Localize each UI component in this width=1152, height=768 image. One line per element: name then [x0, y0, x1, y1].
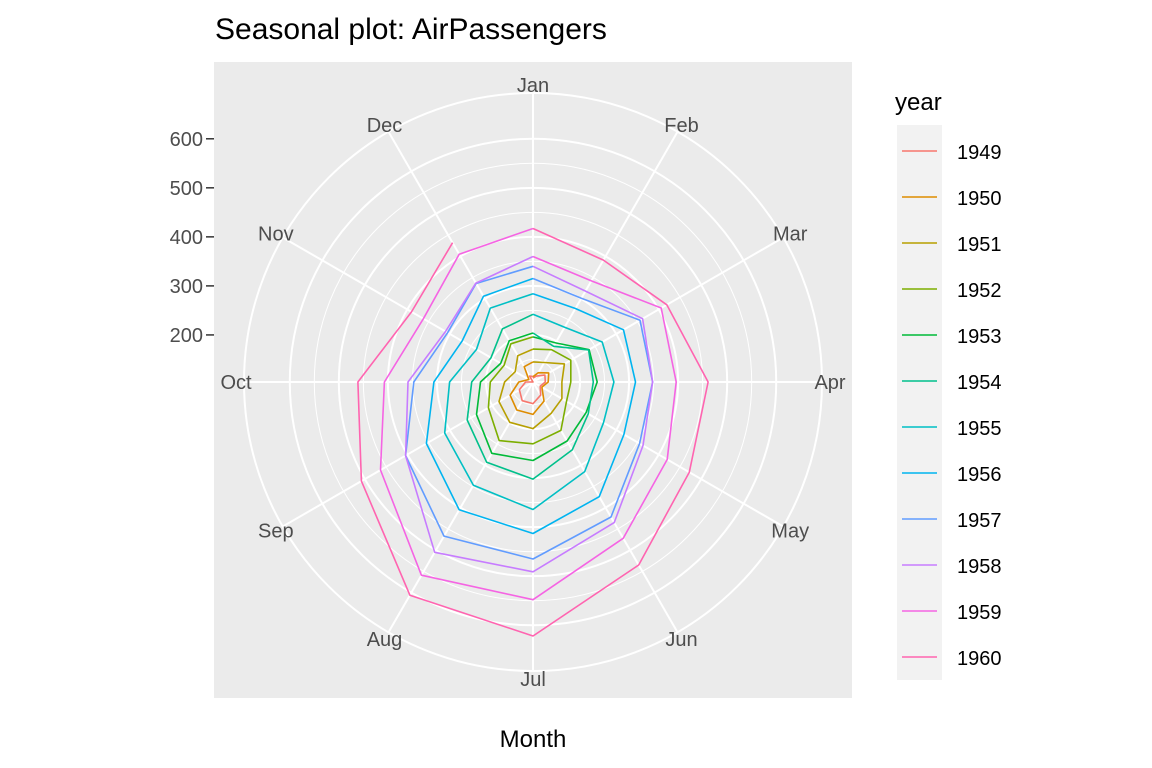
- radial-tick-label: 600: [170, 129, 203, 151]
- legend-label: 1957: [957, 510, 1002, 532]
- month-label: Nov: [258, 224, 294, 246]
- series-line-1957: [404, 265, 654, 560]
- month-label: Jul: [520, 669, 546, 691]
- series-line-1950: [509, 361, 550, 416]
- legend-label: 1958: [957, 556, 1002, 578]
- series-line-1952: [487, 336, 572, 445]
- legend-title: year: [895, 89, 942, 116]
- series-line-1960: [357, 227, 709, 637]
- legend-label: 1950: [957, 188, 1002, 210]
- month-label: Jan: [517, 75, 549, 97]
- grid-spoke: [532, 381, 784, 528]
- legend-label: 1960: [957, 648, 1002, 670]
- month-label: Feb: [664, 115, 698, 137]
- series-line-1956: [425, 277, 637, 535]
- series-lines: [357, 227, 709, 637]
- month-label: Jun: [665, 629, 697, 651]
- month-label: Dec: [367, 115, 403, 137]
- grid-spoke: [282, 381, 534, 528]
- grid-spoke: [532, 381, 679, 633]
- legend-label: 1956: [957, 464, 1002, 486]
- grid-spoke: [532, 131, 679, 383]
- legend: year 1949 1950 1951 1952 1953 1954 1955 1956 195…: [895, 89, 1002, 680]
- radial-tick-label: 400: [170, 227, 203, 249]
- radial-tick-label: 300: [170, 276, 203, 298]
- legend-label: 1952: [957, 280, 1002, 302]
- radial-tick-label: 200: [170, 325, 203, 347]
- series-line-1955: [443, 292, 615, 511]
- x-axis-title: Month: [500, 726, 567, 753]
- month-label: May: [771, 521, 809, 543]
- radial-tick-label: 500: [170, 178, 203, 200]
- month-label: Aug: [367, 629, 403, 651]
- legend-label: 1951: [957, 234, 1002, 256]
- legend-label: 1959: [957, 602, 1002, 624]
- radial-axis: 200 300 400 500 600: [170, 129, 214, 347]
- month-labels: Jan Feb Mar Apr May Jun Jul Aug Sep Oct Nov Dec: [220, 75, 845, 691]
- series-line-1954: [466, 313, 595, 480]
- legend-key-background: [897, 125, 942, 680]
- month-label: Sep: [258, 521, 294, 543]
- month-label: Mar: [773, 224, 808, 246]
- legend-label: 1955: [957, 418, 1002, 440]
- series-line-1959: [379, 227, 677, 601]
- series-line-1949: [518, 374, 547, 405]
- chart-title: Seasonal plot: AirPassengers: [215, 13, 607, 46]
- legend-label: 1953: [957, 326, 1002, 348]
- month-label: Oct: [220, 372, 252, 394]
- legend-label: 1954: [957, 372, 1002, 394]
- grid-spoke: [532, 236, 784, 383]
- month-label: Apr: [814, 372, 845, 394]
- legend-label: 1949: [957, 142, 1002, 164]
- series-line-1958: [404, 255, 654, 573]
- series-line-1951: [498, 348, 566, 430]
- grid-spoke: [387, 381, 534, 633]
